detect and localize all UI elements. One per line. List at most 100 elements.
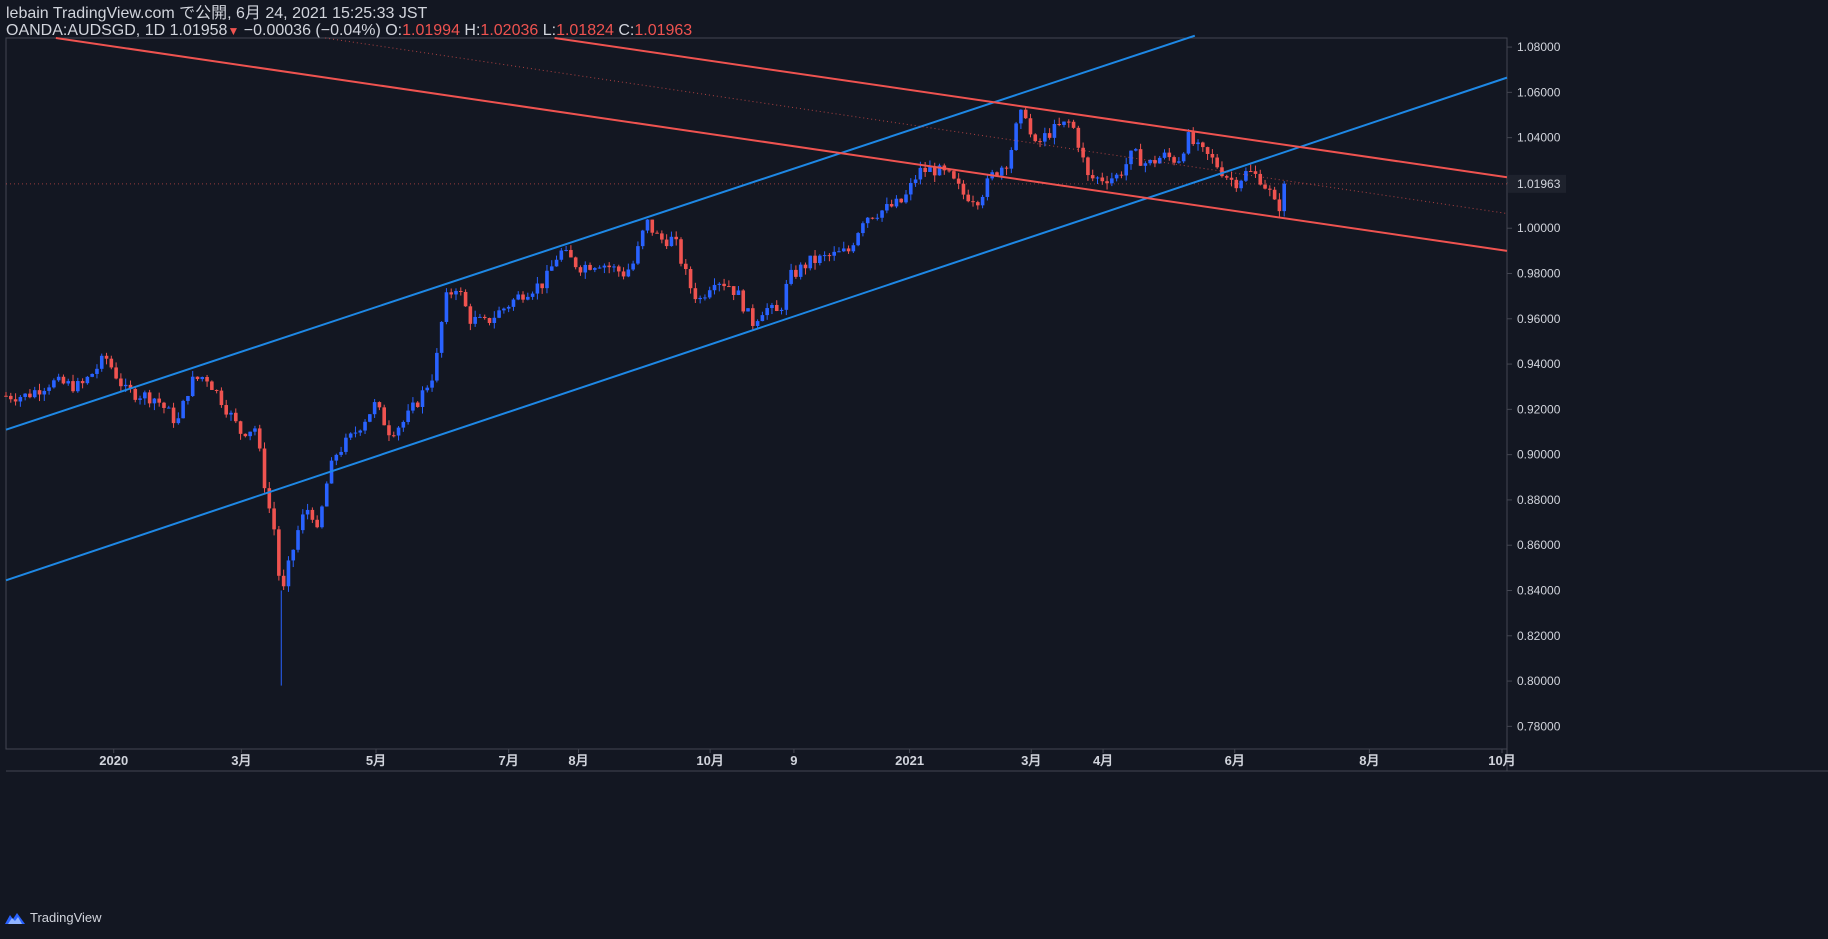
candle-body (832, 251, 836, 256)
candle-body (181, 400, 185, 419)
candle-body (1172, 157, 1176, 163)
candle-body (200, 376, 205, 380)
last-price-badge (1508, 174, 1566, 193)
candle-body (980, 196, 985, 206)
candle-body (420, 390, 425, 407)
close-label: C: (618, 22, 635, 39)
candle-body (1253, 171, 1258, 174)
candle-body (1196, 142, 1200, 145)
y-tick-label: 0.78000 (1517, 719, 1561, 733)
candle-body (971, 201, 975, 203)
candle-body (731, 286, 736, 295)
candle-body (1052, 124, 1057, 138)
candle-body (76, 381, 80, 392)
candle-body (473, 316, 477, 324)
high-value: 1.02036 (480, 22, 539, 39)
candle-body (176, 418, 181, 424)
candle-body (1019, 109, 1023, 124)
candle-body (272, 508, 276, 530)
candle-body (128, 384, 133, 389)
candle-body (674, 236, 679, 240)
candle-body (1023, 109, 1028, 119)
candle-body (28, 393, 32, 398)
candle-body (281, 575, 286, 587)
candle-body (8, 395, 13, 400)
candle-body (602, 265, 607, 268)
candle-body (401, 421, 406, 428)
x-tick-label: 5月 (366, 753, 386, 768)
candle-body (545, 270, 549, 289)
candle-body (1105, 181, 1109, 184)
candle-body (798, 264, 803, 277)
candle-body (961, 183, 966, 195)
candle-body (147, 392, 152, 404)
symbol-label[interactable]: OANDA:AUDSGD, 1D (6, 22, 166, 39)
candle-body (616, 266, 621, 272)
candle-body (4, 395, 8, 397)
candle-body (233, 412, 238, 422)
candle-body (502, 308, 506, 311)
candle-body (1057, 124, 1061, 126)
candle-body (899, 198, 904, 203)
candle-body (1076, 127, 1081, 148)
y-tick-label: 1.04000 (1517, 131, 1561, 145)
candle-body (301, 514, 305, 531)
candle-body (1167, 152, 1172, 158)
last-price-label: 1.01963 (1517, 177, 1561, 191)
candle-body (214, 389, 219, 391)
candle-body (583, 264, 588, 273)
candle-body (372, 402, 377, 415)
ohlc-legend: OANDA:AUDSGD, 1D 1.01958▼ −0.00036 (−0.0… (6, 22, 692, 40)
candle-body (1038, 141, 1042, 143)
publish-info: lebain TradingView.com で公開, 6月 24, 2021 … (6, 5, 427, 23)
close-value: 1.01963 (634, 22, 693, 39)
candle-body (224, 405, 229, 415)
candle-body (612, 266, 616, 268)
candle-body (1177, 161, 1181, 163)
y-tick-label: 0.90000 (1517, 448, 1561, 462)
candle-body (444, 292, 449, 322)
candle-body (1229, 177, 1234, 180)
candle-body (813, 255, 817, 264)
candle-body (985, 178, 990, 197)
candle-body (305, 509, 310, 515)
candle-body (396, 427, 401, 436)
candle-body (123, 384, 128, 387)
tradingview-brand[interactable]: TradingView (30, 910, 102, 925)
candle-body (1282, 183, 1286, 212)
candle-body (248, 431, 252, 437)
y-tick-label: 0.88000 (1517, 493, 1561, 507)
candle-body (861, 223, 865, 234)
candle-body (683, 263, 688, 270)
candle-body (1062, 121, 1066, 125)
candle-body (1157, 157, 1162, 164)
candle-body (559, 250, 564, 260)
candle-body (1129, 150, 1133, 165)
y-tick-label: 0.96000 (1517, 312, 1561, 326)
footer: TradingView (4, 910, 102, 925)
y-tick-label: 1.06000 (1517, 85, 1561, 99)
candle-body (693, 288, 698, 300)
candle-body (770, 304, 774, 309)
candle-body (267, 488, 272, 509)
candle-body (1239, 180, 1243, 189)
candle-body (908, 182, 913, 195)
candle-body (454, 290, 458, 295)
candle-body (631, 263, 635, 270)
candle-body (143, 392, 147, 399)
candle-body (238, 421, 243, 434)
candle-body (870, 217, 875, 219)
candle-body (387, 425, 391, 436)
candle-body (56, 376, 61, 381)
candle-body (334, 454, 339, 461)
candle-body (645, 219, 650, 231)
candle-body (889, 204, 894, 207)
candle-body (1124, 164, 1129, 176)
candle-body (119, 378, 123, 387)
candle-body (516, 294, 521, 300)
candle-body (593, 268, 597, 270)
y-tick-label: 0.94000 (1517, 357, 1561, 371)
candle-body (999, 167, 1004, 176)
candle-body (257, 428, 262, 449)
